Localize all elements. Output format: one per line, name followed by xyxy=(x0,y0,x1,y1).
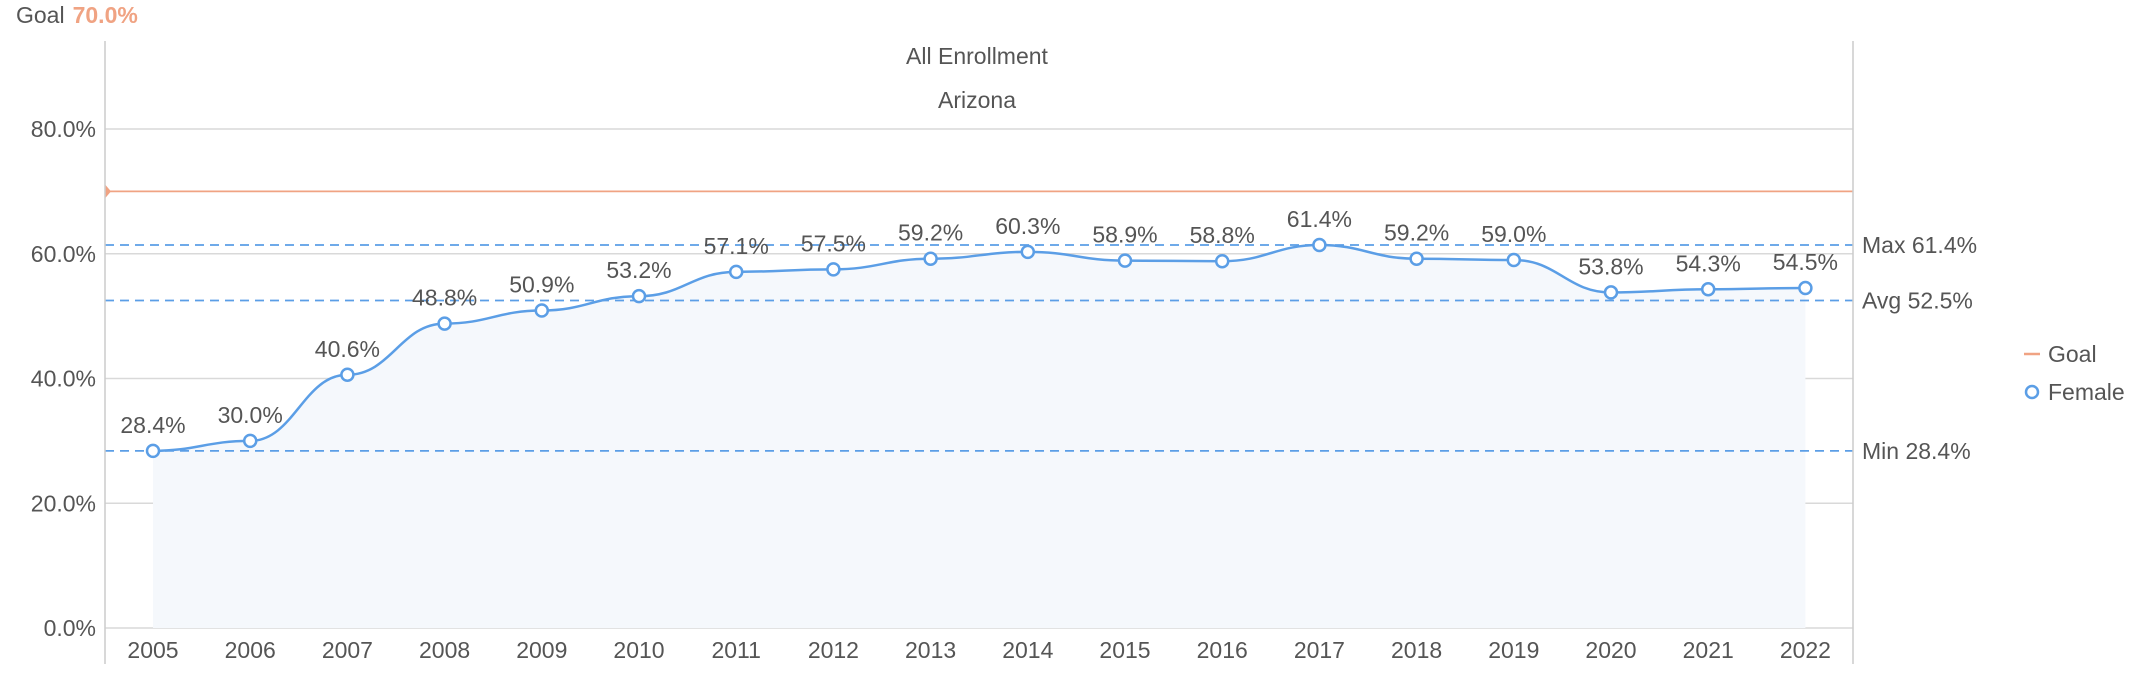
y-tick-label: 60.0% xyxy=(31,241,96,267)
x-tick-label: 2011 xyxy=(711,637,760,663)
goal-header-label: Goal xyxy=(16,2,65,28)
data-point xyxy=(1312,237,1327,253)
data-label: 54.3% xyxy=(1676,250,1741,276)
axes: 0.0% 20.0% 40.0% 60.0% 80.0% 2005 2006 2007 2008… xyxy=(31,41,1854,664)
x-tick-label: 2017 xyxy=(1294,637,1345,663)
data-point xyxy=(145,443,161,459)
legend-goal-label: Goal xyxy=(2048,341,2097,367)
x-tick-label: 2020 xyxy=(1585,637,1636,663)
data-label: 53.8% xyxy=(1578,253,1643,279)
data-label: 59.2% xyxy=(1384,220,1449,246)
goal-header: Goal 70.0% xyxy=(16,2,138,29)
data-label: 58.8% xyxy=(1190,222,1255,248)
data-point xyxy=(534,303,550,318)
data-label: 54.5% xyxy=(1773,249,1838,275)
x-tick-label: 2012 xyxy=(808,637,859,663)
data-label: 61.4% xyxy=(1287,206,1352,232)
data-point xyxy=(728,264,744,280)
x-tick-label: 2019 xyxy=(1488,637,1539,663)
data-labels: 28.4% 30.0% 40.6% 48.8% 50.9% 53.2% 57.1% 57.5%… xyxy=(120,206,1838,438)
data-label: 28.4% xyxy=(120,412,185,438)
chart-subtitle: Arizona xyxy=(938,87,1016,113)
data-point xyxy=(437,316,452,331)
data-label: 53.2% xyxy=(606,257,671,283)
x-tick-label: 2005 xyxy=(127,637,178,663)
reference-lines: Max 61.4% Avg 52.5% Min 28.4% xyxy=(105,184,1977,464)
goal-header-value: 70.0% xyxy=(72,2,138,28)
data-point xyxy=(826,262,841,277)
y-tick-label: 0.0% xyxy=(44,615,96,641)
data-label: 57.1% xyxy=(704,233,769,259)
data-label: 30.0% xyxy=(218,402,283,428)
ref-label-max: Max 61.4% xyxy=(1862,232,1977,258)
data-label: 57.5% xyxy=(801,230,866,256)
x-tick-label: 2008 xyxy=(419,637,470,663)
data-point xyxy=(1798,280,1813,296)
legend-female-label: Female xyxy=(2048,379,2125,405)
data-point xyxy=(1117,253,1133,268)
data-point xyxy=(1020,244,1036,260)
data-point xyxy=(1409,251,1424,266)
legend-female-swatch xyxy=(2024,384,2040,400)
data-point xyxy=(1603,285,1619,300)
data-point xyxy=(242,433,258,449)
data-point xyxy=(1506,252,1522,268)
data-label: 48.8% xyxy=(412,285,477,311)
legend: Goal Female xyxy=(2024,341,2125,405)
data-label: 50.9% xyxy=(509,272,574,298)
y-tick-label: 40.0% xyxy=(31,366,96,392)
x-tick-label: 2007 xyxy=(322,637,373,663)
data-point xyxy=(1214,253,1230,269)
data-point xyxy=(631,288,647,304)
data-point xyxy=(1700,282,1716,297)
x-tick-label: 2006 xyxy=(225,637,276,663)
ref-label-avg: Avg 52.5% xyxy=(1862,288,1973,314)
data-label: 59.2% xyxy=(898,220,963,246)
chart-title: All Enrollment xyxy=(906,43,1048,69)
x-tick-label: 2015 xyxy=(1099,637,1150,663)
series-area xyxy=(153,245,1806,628)
x-tick-label: 2013 xyxy=(905,637,956,663)
series-area-fill xyxy=(153,245,1806,628)
y-tick-label: 20.0% xyxy=(31,490,96,516)
data-label: 58.9% xyxy=(1092,222,1157,248)
y-tick-label: 80.0% xyxy=(31,116,96,142)
goal-marker xyxy=(105,184,111,199)
x-tick-label: 2021 xyxy=(1683,637,1734,663)
ref-label-min: Min 28.4% xyxy=(1862,438,1971,464)
data-point xyxy=(923,251,938,266)
data-points xyxy=(145,237,1813,459)
x-tick-label: 2010 xyxy=(613,637,664,663)
data-point xyxy=(340,367,355,383)
x-tick-label: 2018 xyxy=(1391,637,1442,663)
x-tick-label: 2022 xyxy=(1780,637,1831,663)
x-tick-label: 2016 xyxy=(1197,637,1248,663)
data-label: 40.6% xyxy=(315,336,380,362)
data-label: 59.0% xyxy=(1481,221,1546,247)
data-label: 60.3% xyxy=(995,213,1060,239)
x-tick-label: 2014 xyxy=(1002,637,1053,663)
x-tick-label: 2009 xyxy=(516,637,567,663)
